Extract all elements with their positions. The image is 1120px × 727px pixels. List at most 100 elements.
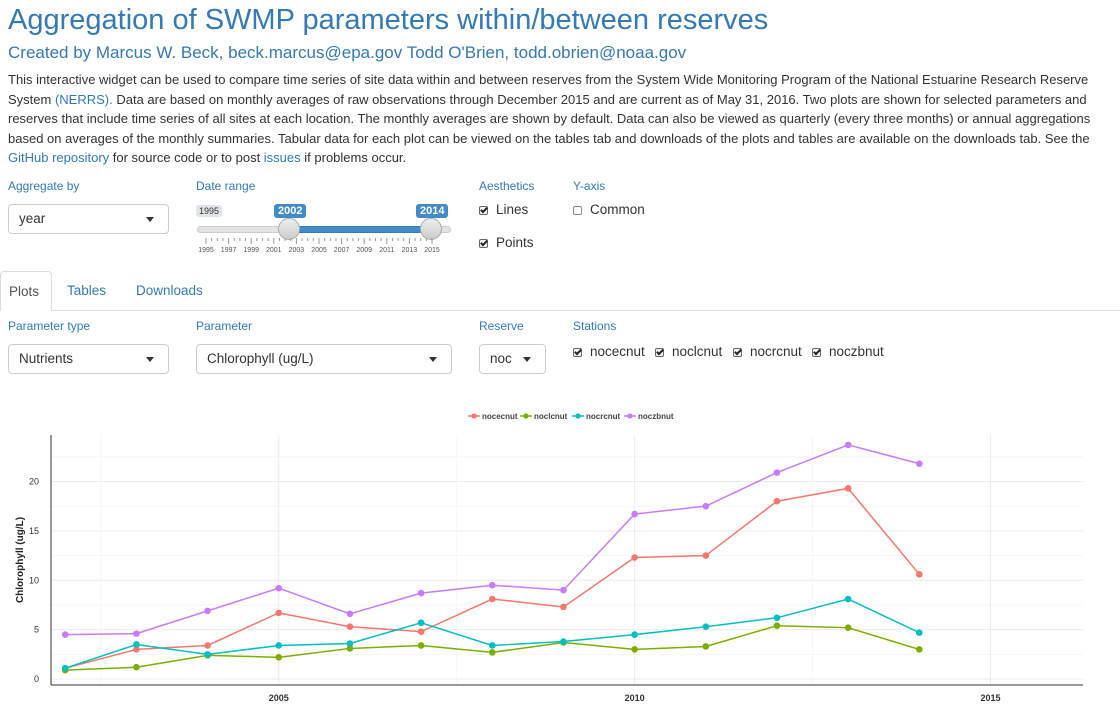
data-point-nocecnut — [631, 554, 638, 561]
data-point-noclcnut — [702, 643, 710, 650]
station-checkbox-noclcnut[interactable]: noclcnut — [655, 343, 722, 361]
data-point-noczbnut — [773, 469, 781, 476]
y-tick-label: 0 — [34, 674, 39, 684]
data-point-noczbnut — [417, 589, 425, 597]
data-point-nocecnut — [133, 646, 140, 653]
data-point-noclcnut — [346, 645, 354, 652]
legend-label: noczbnut — [638, 412, 674, 421]
data-point-nocrcnut — [133, 641, 140, 648]
station-checkbox-nocrcnut[interactable]: nocrcnut — [733, 343, 802, 361]
station-checkbox-nocecnut[interactable]: nocecnut — [573, 343, 645, 361]
slider-tick-label: 1995 — [198, 247, 214, 254]
common-checkbox-label: Common — [590, 202, 645, 217]
aesthetics-label: Aesthetics — [479, 179, 535, 193]
aggregate-select-value: year — [19, 211, 46, 226]
chlorophyll-line-chart: 0 5 10 15 20 2005 2010 2015 Chlorophyll (ug/L) no… — [15, 412, 1083, 703]
slider-tick-label: 2011 — [379, 247, 394, 254]
data-point-noczbnut — [61, 631, 69, 638]
reserve-select[interactable]: noc — [479, 344, 546, 374]
station-label: nocecnut — [590, 344, 645, 359]
github-link[interactable]: GitHub repository — [8, 150, 110, 165]
series-line-nocecnut — [65, 487, 920, 669]
email-link-beck[interactable]: beck.marcus@epa.gov — [228, 43, 403, 62]
data-point-noczbnut — [702, 502, 710, 510]
tab-downloads[interactable]: Downloads — [136, 283, 203, 298]
data-point-nocrcnut — [204, 651, 211, 658]
issues-link[interactable]: issues — [263, 150, 301, 165]
checkbox-checked-icon — [479, 239, 488, 248]
slider-tick-label: 1997 — [221, 247, 237, 254]
legend-label: nocrcnut — [586, 412, 621, 421]
slider-tick-label: 2001 — [266, 247, 282, 254]
points-checkbox[interactable]: Points — [479, 234, 534, 252]
parameter-label: Parameter — [196, 319, 253, 333]
data-point-nocrcnut — [773, 614, 781, 622]
chevron-down-icon — [523, 357, 531, 362]
data-point-noczbnut — [631, 510, 638, 518]
legend-swatch-point — [627, 413, 633, 419]
data-point-noczbnut — [275, 584, 283, 592]
data-point-nocecnut — [773, 497, 781, 505]
slider-handle-from[interactable] — [278, 218, 300, 240]
description-text-2: Data are based on monthly averages of ra… — [8, 91, 1091, 146]
data-point-nocrcnut — [275, 642, 283, 649]
data-point-nocecnut — [560, 603, 567, 611]
lines-checkbox[interactable]: Lines — [479, 201, 528, 219]
aggregate-select[interactable]: year — [8, 204, 169, 234]
description-paragraph: This interactive widget can be used to c… — [8, 70, 1108, 168]
stations-label: Stations — [573, 319, 617, 333]
x-tick-label: 2010 — [625, 693, 645, 703]
y-tick-label: 5 — [34, 625, 39, 635]
data-point-nocecnut — [417, 628, 425, 635]
checkbox-unchecked-icon — [573, 206, 582, 215]
legend-swatch-point — [575, 413, 581, 419]
checkbox-checked-icon — [812, 348, 821, 357]
email-link-obrien[interactable]: todd.obrien@noaa.gov — [513, 43, 687, 62]
station-label: noclcnut — [672, 344, 723, 359]
tab-plots[interactable]: Plots — [0, 271, 52, 311]
description-text-4: if problems occur. — [300, 150, 407, 165]
slider-tick-label: 2009 — [356, 247, 372, 254]
data-point-nocrcnut — [631, 631, 638, 638]
slider-tick-label: 2013 — [402, 247, 418, 254]
data-point-nocrcnut — [560, 638, 567, 645]
date-range-label: Date range — [196, 179, 256, 193]
y-axis-title: Chlorophyll (ug/L) — [15, 517, 26, 603]
series-line-noczbnut — [65, 444, 920, 636]
authors-line: Created by Marcus W. Beck, beck.marcus@e… — [8, 43, 686, 63]
slider-tick-label: 2015 — [424, 247, 440, 254]
slider-min-label: 1995 — [196, 205, 223, 217]
y-tick-label: 15 — [29, 526, 39, 536]
data-point-nocecnut — [204, 642, 211, 649]
parameter-select[interactable]: Chlorophyll (ug/L) — [196, 344, 452, 374]
reserve-label: Reserve — [479, 319, 524, 333]
slider-handle-to[interactable] — [420, 218, 442, 240]
data-point-noclcnut — [773, 622, 781, 630]
param-type-value: Nutrients — [19, 351, 74, 366]
x-tick-label: 2015 — [980, 693, 1000, 703]
data-point-noczbnut — [133, 630, 140, 637]
checkbox-checked-icon — [573, 348, 582, 357]
station-checkbox-noczbnut[interactable]: noczbnut — [812, 343, 884, 361]
checkbox-checked-icon — [733, 348, 742, 357]
date-range-selected-bar[interactable] — [288, 226, 431, 233]
data-point-nocecnut — [275, 609, 283, 617]
data-point-nocrcnut — [346, 640, 354, 647]
param-type-select[interactable]: Nutrients — [8, 344, 169, 374]
legend-swatch-point — [523, 413, 529, 419]
parameter-value: Chlorophyll (ug/L) — [207, 351, 314, 366]
checkbox-checked-icon — [655, 348, 664, 357]
data-point-nocrcnut — [417, 619, 425, 627]
tab-tables[interactable]: Tables — [67, 283, 107, 298]
chevron-down-icon — [146, 357, 154, 362]
nerrs-link[interactable]: (NERRS). — [54, 91, 113, 107]
lines-checkbox-label: Lines — [496, 202, 529, 217]
page-title: Aggregation of SWMP parameters within/be… — [8, 4, 769, 36]
data-point-nocrcnut — [61, 664, 69, 672]
slider-tick-label: 2005 — [311, 247, 327, 254]
reserve-value: noc — [490, 351, 512, 366]
slider-tick-label: 2007 — [334, 247, 350, 254]
chevron-down-icon — [429, 357, 437, 362]
common-checkbox[interactable]: Common — [573, 201, 645, 219]
slider-tick-label: 2003 — [289, 247, 305, 254]
